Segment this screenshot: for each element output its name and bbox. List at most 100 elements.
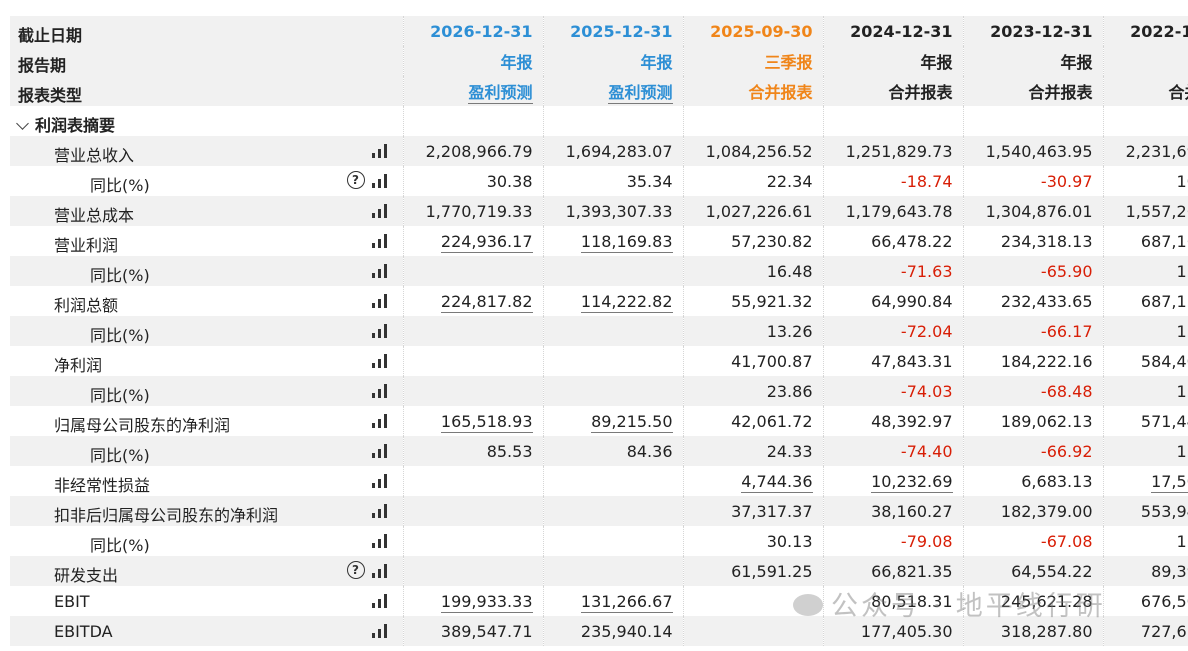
table-cell: 61,591.25	[682, 556, 823, 586]
table-cell: 687,150.00	[1102, 286, 1188, 316]
table-cell	[542, 256, 683, 286]
table-cell: 232,433.65	[962, 286, 1103, 316]
row-label: 营业总成本	[54, 206, 135, 225]
table-cell[interactable]: 10,232.69	[822, 466, 963, 496]
table-cell: 154.35	[1102, 316, 1188, 346]
table-cell[interactable]: 199,933.33	[402, 586, 543, 616]
table-cell: 42,061.72	[682, 406, 823, 436]
table-cell: 235,940.14	[542, 616, 683, 646]
header-cell[interactable]: 盈利预测	[402, 76, 543, 106]
bar-chart-icon[interactable]	[371, 563, 388, 578]
bar-chart-icon[interactable]	[371, 323, 388, 338]
table-cell[interactable]: 17,502.60	[1102, 466, 1188, 496]
table-cell: 571,443.80	[1102, 406, 1188, 436]
table-row: 利润总额 224,817.82 114,222.82 55,921.32 64,990.…	[10, 286, 1188, 316]
table-cell	[542, 376, 683, 406]
header-row-type: 报表类型 盈利预测 盈利预测 合并报表 合并报表 合并报表 合并报表	[10, 76, 1188, 106]
table-cell: 1,179,643.78	[822, 196, 963, 226]
table-row: EBIT 199,933.33 131,266.67 80,518.31 245,621…	[10, 586, 1188, 616]
table-cell: 155.38	[1102, 526, 1188, 556]
table-cell: 182,379.00	[962, 496, 1103, 526]
table-cell	[542, 496, 683, 526]
table-cell: 24.33	[682, 436, 823, 466]
table-cell: 184,222.16	[962, 346, 1103, 376]
table-cell	[682, 616, 823, 646]
bar-chart-icon[interactable]	[371, 413, 388, 428]
table-cell[interactable]: 118,169.83	[542, 226, 683, 256]
bar-chart-icon[interactable]	[371, 503, 388, 518]
table-cell: -30.97	[962, 166, 1103, 196]
header-cell[interactable]: 盈利预测	[542, 76, 683, 106]
table-cell: -66.17	[962, 316, 1103, 346]
table-cell: 1,084,256.52	[682, 136, 823, 166]
bar-chart-icon[interactable]	[371, 383, 388, 398]
table-cell[interactable]: 131,266.67	[542, 586, 683, 616]
bar-chart-icon[interactable]	[371, 623, 388, 638]
bar-chart-icon[interactable]	[371, 263, 388, 278]
header-cell: 2022-12-31	[1102, 16, 1188, 46]
bar-chart-icon[interactable]	[371, 593, 388, 608]
bar-chart-icon[interactable]	[371, 353, 388, 368]
table-cell: 22.34	[682, 166, 823, 196]
bar-chart-icon[interactable]	[371, 233, 388, 248]
table-cell[interactable]: 89,215.50	[542, 406, 683, 436]
table-row: 同比(%) 23.86-74.03-68.48153.28	[10, 376, 1188, 406]
table-cell: 47,843.31	[822, 346, 963, 376]
section-row-income-summary[interactable]: 利润表摘要	[10, 106, 1188, 136]
table-cell: 389,547.71	[402, 616, 543, 646]
table-cell: -71.63	[822, 256, 963, 286]
bar-chart-icon[interactable]	[371, 203, 388, 218]
table-cell: 1,694,283.07	[542, 136, 683, 166]
table-cell: 57,230.82	[682, 226, 823, 256]
table-cell: 35.34	[542, 166, 683, 196]
table-cell: 23.86	[682, 376, 823, 406]
bar-chart-icon[interactable]	[371, 443, 388, 458]
table-cell[interactable]: 114,222.82	[542, 286, 683, 316]
table-row: EBITDA 389,547.71 235,940.14 177,405.30 318,…	[10, 616, 1188, 646]
question-circle-icon[interactable]: ?	[346, 171, 365, 189]
row-label: 同比(%)	[90, 176, 150, 195]
table-cell	[542, 466, 683, 496]
table-row: 净利润 41,700.8747,843.31184,222.16584,404.1…	[10, 346, 1188, 376]
table-cell: 189,062.13	[962, 406, 1103, 436]
header-cell: 三季报	[682, 46, 823, 76]
header-cell: 2025-12-31	[542, 16, 683, 46]
row-label: 扣非后归属母公司股东的净利润	[54, 506, 279, 525]
header-row-date: 截止日期 2026-12-31 2025-12-31 2025-09-30 20…	[10, 16, 1188, 46]
header-cell: 年报	[1102, 46, 1188, 76]
chevron-down-icon[interactable]	[16, 117, 29, 130]
table-cell: 41,700.87	[682, 346, 823, 376]
table-cell: 245,621.28	[962, 586, 1103, 616]
table-cell: 1,027,226.61	[682, 196, 823, 226]
table-cell: 55,921.32	[682, 286, 823, 316]
bar-chart-icon[interactable]	[371, 473, 388, 488]
bar-chart-icon[interactable]	[371, 533, 388, 548]
row-label: 研发支出	[54, 566, 119, 585]
question-circle-icon[interactable]: ?	[346, 561, 365, 579]
table-cell	[402, 376, 543, 406]
header-cell: 2024-12-31	[822, 16, 963, 46]
table-cell: 66,478.22	[822, 226, 963, 256]
bar-chart-icon[interactable]	[371, 143, 388, 158]
table-cell: 37,317.37	[682, 496, 823, 526]
header-cell: 合并报表	[962, 76, 1103, 106]
table-cell[interactable]: 4,744.36	[682, 466, 823, 496]
table-cell	[402, 496, 543, 526]
table-cell[interactable]: 224,936.17	[402, 226, 543, 256]
table-cell[interactable]: 165,518.93	[402, 406, 543, 436]
bar-chart-icon[interactable]	[371, 293, 388, 308]
table-cell: 157.15	[1102, 256, 1188, 286]
table-row: 扣非后归属母公司股东的净利润 37,317.37 38,160.27 182,379.…	[10, 496, 1188, 526]
bar-chart-icon[interactable]	[371, 173, 388, 188]
table-cell	[542, 346, 683, 376]
table-cell	[402, 256, 543, 286]
row-label: 同比(%)	[90, 326, 150, 345]
table-cell: -68.48	[962, 376, 1103, 406]
table-cell: 30.13	[682, 526, 823, 556]
table-cell: 2,231,693.56	[1102, 136, 1188, 166]
row-label: 同比(%)	[90, 386, 150, 405]
table-cell[interactable]: 224,817.82	[402, 286, 543, 316]
row-label: EBITDA	[54, 622, 113, 641]
